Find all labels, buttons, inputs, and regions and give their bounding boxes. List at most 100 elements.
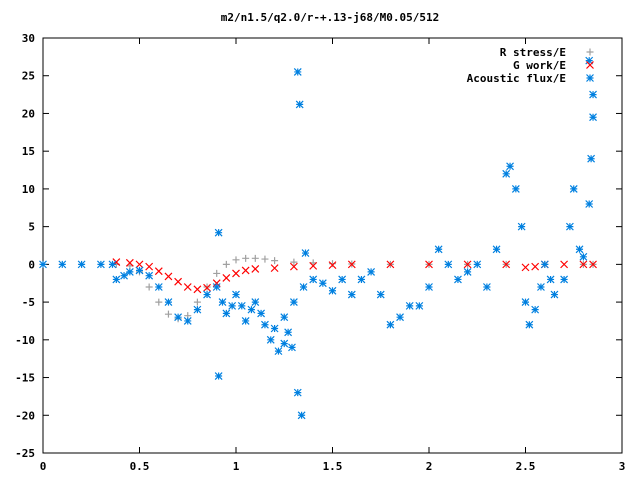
plot-frame bbox=[42, 37, 623, 454]
data-point bbox=[386, 260, 395, 269]
data-point bbox=[329, 260, 336, 268]
data-point bbox=[232, 256, 240, 264]
x-tick-label: 2.5 bbox=[516, 460, 536, 473]
data-point bbox=[585, 200, 594, 208]
data-point bbox=[271, 257, 279, 265]
data-point bbox=[396, 313, 404, 322]
data-point bbox=[376, 290, 385, 299]
data-point bbox=[328, 261, 337, 270]
data-point bbox=[39, 260, 47, 269]
data-point bbox=[280, 339, 289, 348]
data-point bbox=[237, 301, 246, 310]
y-tick-label: 30 bbox=[22, 32, 35, 45]
data-point bbox=[473, 260, 482, 269]
data-point bbox=[266, 335, 275, 344]
data-point bbox=[589, 113, 597, 122]
y-tick-label: 20 bbox=[22, 107, 35, 120]
data-point bbox=[502, 260, 511, 269]
data-point bbox=[318, 279, 327, 288]
data-point bbox=[203, 283, 211, 292]
data-point bbox=[125, 258, 134, 267]
data-point bbox=[454, 275, 462, 284]
series-2 bbox=[112, 258, 597, 294]
data-point bbox=[174, 277, 183, 286]
data-point bbox=[108, 260, 117, 269]
data-point bbox=[120, 271, 128, 280]
data-point bbox=[222, 274, 231, 282]
data-point bbox=[415, 301, 424, 310]
data-point bbox=[212, 279, 221, 288]
data-point bbox=[299, 283, 308, 291]
legend-marker bbox=[586, 48, 594, 56]
data-point bbox=[154, 283, 163, 291]
data-point bbox=[193, 298, 201, 306]
data-point bbox=[540, 260, 549, 269]
data-point bbox=[546, 275, 555, 284]
data-point bbox=[183, 283, 192, 291]
data-point bbox=[405, 301, 414, 310]
data-point bbox=[550, 290, 559, 299]
data-point bbox=[261, 255, 269, 263]
data-point bbox=[251, 298, 260, 307]
data-point bbox=[251, 254, 259, 262]
data-point bbox=[284, 328, 293, 337]
data-point bbox=[214, 228, 223, 237]
data-point bbox=[274, 347, 283, 356]
data-point bbox=[293, 68, 302, 76]
chart-title: m2/n1.5/q2.0/r-+.13-j68/M0.05/512 bbox=[221, 11, 440, 24]
data-point bbox=[463, 267, 472, 276]
data-point bbox=[425, 283, 433, 291]
data-point bbox=[247, 305, 256, 314]
data-point bbox=[357, 275, 366, 284]
data-point bbox=[293, 388, 302, 397]
data-point bbox=[579, 252, 588, 261]
y-tick-label: -20 bbox=[15, 409, 35, 422]
data-point bbox=[164, 272, 173, 281]
x-tick-label: 0 bbox=[40, 460, 47, 473]
data-point bbox=[492, 245, 501, 254]
data-point bbox=[525, 320, 534, 329]
x-tick-label: 2 bbox=[426, 460, 433, 473]
data-point bbox=[270, 324, 279, 333]
data-point bbox=[367, 267, 376, 276]
data-point bbox=[261, 320, 269, 329]
data-point bbox=[145, 262, 154, 271]
data-point bbox=[112, 275, 121, 284]
data-point bbox=[521, 263, 530, 272]
data-point bbox=[290, 258, 298, 266]
data-point bbox=[463, 260, 472, 269]
data-point bbox=[145, 283, 153, 291]
data-point bbox=[218, 298, 227, 307]
data-point bbox=[587, 154, 596, 163]
y-tick-label: 10 bbox=[22, 183, 35, 196]
legend-label: R stress/E bbox=[500, 46, 566, 59]
data-point bbox=[521, 298, 530, 307]
data-point bbox=[502, 169, 511, 178]
data-point bbox=[589, 260, 597, 269]
data-point bbox=[241, 317, 250, 325]
y-tick-label: -5 bbox=[22, 296, 35, 309]
legend-marker bbox=[586, 74, 594, 82]
legend-label: G work/E bbox=[513, 59, 566, 72]
x-tick-label: 1.5 bbox=[323, 460, 343, 473]
data-point bbox=[232, 269, 240, 278]
data-point bbox=[241, 266, 250, 275]
data-point bbox=[193, 285, 202, 294]
y-tick-label: 0 bbox=[28, 258, 35, 271]
data-point bbox=[125, 267, 134, 276]
data-point bbox=[242, 254, 250, 262]
data-point bbox=[537, 283, 545, 291]
data-point bbox=[328, 286, 337, 295]
data-point bbox=[222, 309, 231, 318]
y-tick-label: 25 bbox=[22, 70, 35, 83]
data-point bbox=[193, 305, 202, 314]
data-point bbox=[212, 283, 221, 291]
x-tick-label: 1 bbox=[233, 460, 240, 473]
x-tick-label: 3 bbox=[619, 460, 626, 473]
data-point bbox=[222, 260, 230, 268]
data-point bbox=[309, 275, 318, 284]
data-point bbox=[517, 222, 526, 231]
data-point bbox=[560, 260, 569, 269]
data-point bbox=[145, 271, 154, 280]
